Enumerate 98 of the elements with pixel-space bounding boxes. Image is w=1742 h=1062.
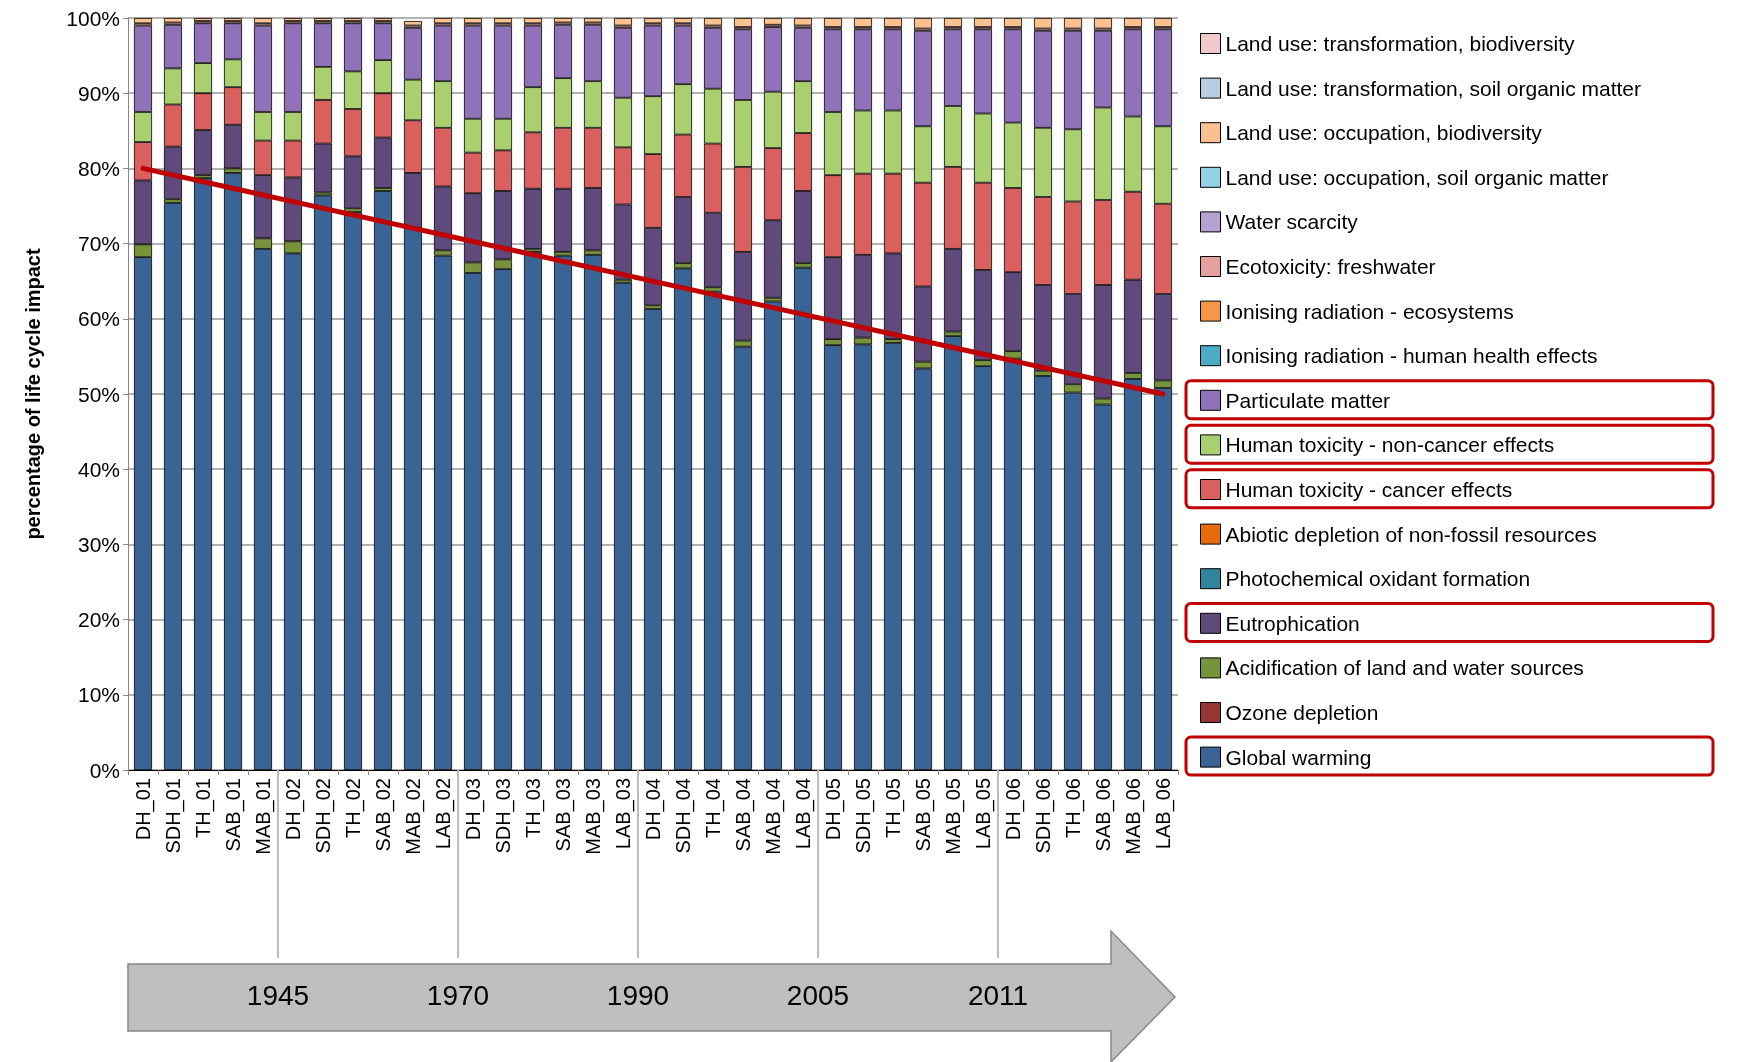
y-tick-label: 20% — [77, 608, 120, 632]
bar — [824, 18, 842, 28]
text: 1970 — [426, 980, 490, 1012]
x-tick-label: DH_01 — [132, 778, 155, 841]
bar — [554, 18, 572, 23]
legend-label: Acidification of land and water sources — [1225, 656, 1584, 680]
y-tick-label: 10% — [77, 683, 120, 707]
bar — [1094, 18, 1112, 29]
x-tick-label: SDH_05 — [852, 778, 875, 854]
y-axis-title: percentage of life cycle impact — [22, 248, 44, 540]
text: 1945 — [246, 980, 310, 1012]
x-tick-label: LAB_06 — [1152, 778, 1175, 850]
bar — [584, 18, 602, 23]
bar — [704, 18, 722, 26]
x-tick-label: LAB_05 — [972, 778, 995, 850]
bar — [464, 18, 482, 24]
bar — [794, 18, 812, 26]
x-tick-label: SAB_06 — [1092, 778, 1115, 852]
text: 1990 — [606, 980, 670, 1012]
bar — [734, 18, 752, 28]
x-tick-label: TH_02 — [342, 778, 365, 839]
x-tick-label: SAB_01 — [222, 778, 245, 852]
x-tick-label: SDH_06 — [1032, 778, 1055, 854]
x-tick-label: TH_03 — [522, 778, 545, 839]
y-tick-label: 30% — [77, 532, 120, 556]
y-tick-label: 0% — [89, 758, 120, 782]
legend-label: Land use: transformation, soil organic matter — [1225, 76, 1642, 100]
bar — [854, 18, 872, 28]
x-tick-label: SAB_02 — [372, 778, 395, 852]
bar — [1154, 18, 1172, 28]
text: 2011 — [967, 980, 1029, 1012]
bar — [764, 18, 782, 25]
bar — [1004, 18, 1022, 28]
x-tick-label: SAB_03 — [552, 778, 575, 852]
x-tick-label: DH_03 — [462, 778, 485, 841]
bar — [1064, 18, 1082, 29]
legend-label: Water scarcity — [1225, 210, 1359, 234]
x-tick-label: MAB_04 — [762, 778, 785, 855]
x-tick-label: DH_05 — [822, 778, 845, 841]
x-tick-label: SDH_01 — [162, 778, 185, 854]
legend-label: Global warming — [1225, 745, 1372, 769]
legend-label: Land use: occupation, soil organic matter — [1225, 165, 1609, 189]
bar — [974, 18, 992, 28]
x-tick-label: TH_04 — [702, 778, 725, 839]
legend-label: Land use: occupation, biodiversity — [1225, 121, 1543, 145]
legend-label: Particulate matter — [1225, 388, 1391, 412]
bar — [1034, 18, 1052, 29]
x-tick-label: TH_01 — [192, 778, 215, 839]
x-tick-label: SDH_02 — [312, 778, 335, 854]
x-tick-label: SAB_04 — [732, 778, 755, 852]
x-tick-label: DH_02 — [282, 778, 305, 841]
y-tick-label: 50% — [77, 382, 120, 406]
x-tick-label: LAB_04 — [792, 778, 815, 850]
bar — [434, 18, 452, 24]
bar — [674, 18, 692, 24]
bar — [644, 18, 662, 24]
legend-label: Human toxicity - cancer effects — [1225, 478, 1513, 501]
x-tick-label: TH_06 — [1062, 778, 1085, 839]
legend-label: Abiotic depletion of non-fossil resources — [1225, 522, 1597, 546]
x-tick-label: MAB_06 — [1122, 778, 1145, 855]
x-tick-label: DH_06 — [1002, 778, 1025, 841]
bar — [944, 18, 962, 28]
legend-label: Ionising radiation - ecosystems — [1225, 299, 1514, 323]
legend-label: Land use: transformation, biodiversity — [1225, 32, 1576, 55]
x-tick-label: MAB_02 — [402, 778, 425, 855]
x-tick-label: LAB_03 — [612, 778, 635, 850]
y-tick-label: 90% — [77, 81, 120, 105]
legend-label: Ionising radiation - human health effects — [1225, 344, 1598, 368]
bar — [884, 18, 902, 28]
bar — [254, 18, 272, 24]
x-tick-label: MAB_03 — [582, 778, 605, 855]
legend-label: Photochemical oxidant formation — [1225, 567, 1531, 591]
bar — [134, 18, 152, 24]
y-tick-label: 80% — [77, 156, 120, 180]
bar — [404, 21, 422, 26]
bar — [1124, 18, 1142, 28]
bar — [914, 18, 932, 29]
legend-label: Human toxicity - non-cancer effects — [1225, 433, 1555, 457]
bar — [614, 18, 632, 26]
bar — [494, 18, 512, 24]
x-tick-label: TH_05 — [882, 778, 905, 839]
y-tick-label: 70% — [77, 232, 120, 256]
x-tick-label: SDH_03 — [492, 778, 515, 854]
x-tick-label: MAB_05 — [942, 778, 965, 855]
bar — [164, 18, 182, 23]
bar — [524, 18, 542, 24]
x-tick-label: MAB_01 — [252, 778, 275, 855]
legend-label: Ecotoxicity: freshwater — [1225, 255, 1436, 278]
text: 2005 — [786, 980, 850, 1012]
y-tick-label: 40% — [77, 457, 120, 481]
x-tick-label: SAB_05 — [912, 778, 935, 852]
y-tick-label: 60% — [77, 307, 120, 331]
x-tick-label: SDH_04 — [672, 778, 695, 854]
legend-label: Eutrophication — [1225, 611, 1360, 635]
x-tick-label: LAB_02 — [432, 778, 455, 850]
x-tick-label: DH_04 — [642, 778, 665, 841]
y-tick-label: 100% — [66, 6, 120, 30]
legend-label: Ozone depletion — [1225, 701, 1379, 724]
